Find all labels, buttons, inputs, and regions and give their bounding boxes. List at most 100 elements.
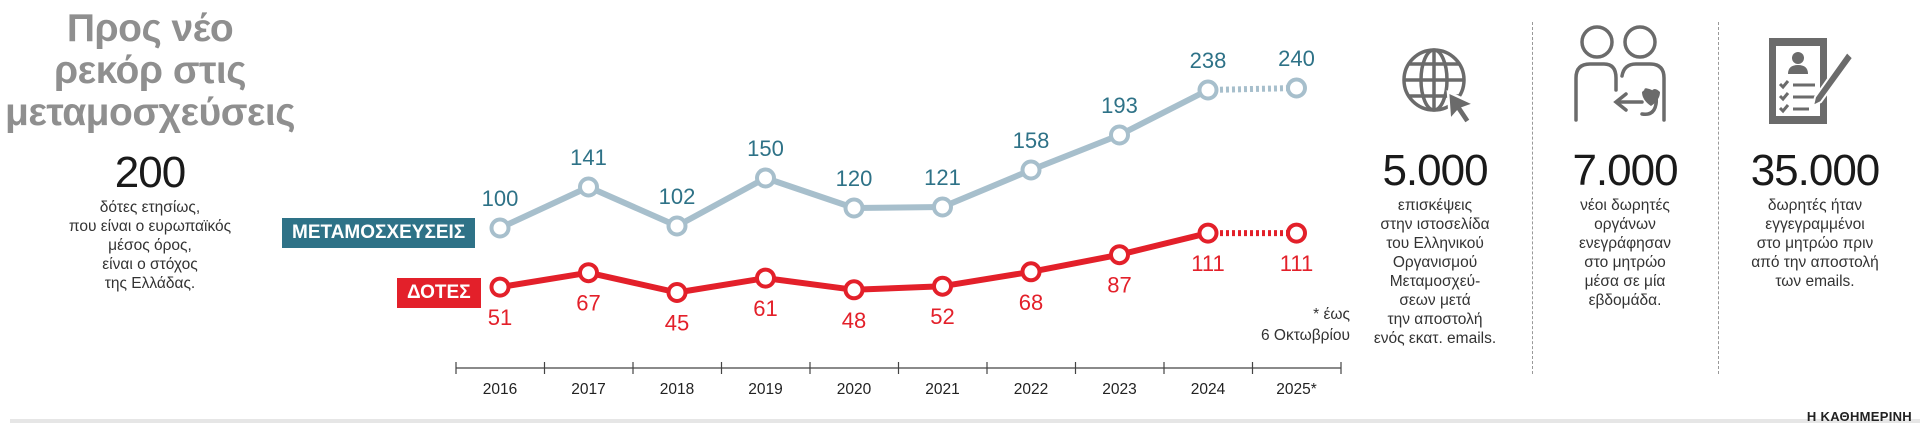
donors-data-point: [843, 279, 865, 301]
transplants-data-label: 193: [1101, 93, 1138, 118]
donors-data-point: [1109, 244, 1130, 266]
donors-data-point: [932, 275, 953, 297]
transplants-data-point: [1109, 124, 1130, 146]
x-tick-label: 2020: [837, 381, 872, 398]
donors-data-label: 45: [665, 311, 689, 336]
x-tick-label: 2022: [1014, 381, 1048, 398]
stat-value: 5.000: [1382, 146, 1488, 195]
donors-data-label: 68: [1019, 290, 1043, 315]
transplants-data-point: [932, 196, 953, 218]
transplants-data-label: 141: [570, 145, 607, 170]
transplants-data-point: [666, 215, 688, 237]
x-tick-label: 2016: [483, 381, 517, 398]
text-line: οργάνων: [1594, 216, 1656, 233]
separator: [1718, 22, 1719, 374]
source-credit: Η ΚΑΘΗΜΕΡΙΝΗ: [1806, 409, 1912, 424]
donor-people-icon: [1574, 25, 1666, 122]
transplants-data-point: [1286, 77, 1307, 99]
x-tick-label: 2017: [571, 381, 605, 398]
transplants-data-point: [489, 217, 511, 239]
text-line: δότες ετησίως,: [99, 199, 201, 216]
donors-data-point: [666, 282, 688, 303]
series-label-donors: ΔΟΤΕΣ: [397, 278, 481, 308]
text-line: της Ελλάδας.: [104, 275, 196, 292]
donors-data-label: 67: [576, 291, 600, 316]
x-tick-label: 2024: [1191, 381, 1226, 398]
donors-data-label: 87: [1107, 273, 1131, 298]
text-line: στην ιστοσελίδα: [1380, 216, 1490, 233]
donors-data-label: 111: [1280, 251, 1313, 276]
globe-cursor-icon: [1402, 48, 1478, 126]
text-line: ενός εκατ. emails.: [1373, 330, 1497, 347]
note-line: * έως: [1313, 306, 1350, 323]
transplants-data-label: 158: [1013, 128, 1050, 153]
left-stat-text: δότες ετησίως, που είναι ο ευρωπαϊκός μέ…: [40, 198, 260, 293]
text-line: των emails.: [1775, 273, 1855, 290]
donors-data-label: 51: [488, 305, 512, 330]
donors-data-point: [489, 276, 511, 298]
text-line: την αποστολή: [1387, 311, 1483, 328]
text-line: Οργανισμού: [1392, 254, 1478, 271]
x-tick-label: 2018: [660, 381, 694, 398]
donors-data-point: [1197, 222, 1219, 244]
note-line: 6 Οκτωβρίου: [1260, 327, 1350, 344]
transplants-data-point: [1020, 159, 1042, 181]
text-line: είναι ο στόχος: [102, 256, 198, 273]
donors-data-point: [578, 262, 599, 284]
text-line: του Ελληνικού: [1386, 235, 1484, 252]
transplants-data-point: [578, 176, 599, 198]
donors-data-point: [1286, 222, 1307, 244]
title-line: Προς νέο: [66, 7, 234, 50]
transplants-data-point: [843, 197, 865, 219]
left-stat-value: 200: [114, 148, 186, 197]
donors-data-label: 52: [930, 304, 954, 329]
transplants-data-point: [1197, 79, 1219, 101]
stat-text: νέοι δωρητές οργάνων ενεγράφησαν στο μητ…: [1545, 196, 1705, 310]
text-line: που είναι ο ευρωπαϊκός: [68, 218, 232, 235]
text-line: στο μητρώο: [1584, 254, 1666, 271]
stat-value: 35.000: [1750, 146, 1881, 195]
transplants-data-label: 238: [1190, 48, 1227, 73]
stat-value: 7.000: [1572, 146, 1678, 195]
text-line: εγγεγραμμένοι: [1765, 216, 1865, 233]
title-line: ρεκόρ στις: [53, 49, 247, 92]
text-line: Μεταμοσχεύ-: [1389, 273, 1481, 290]
text-line: μέσα σε μία: [1584, 273, 1666, 290]
bottom-rule: [10, 419, 1920, 423]
text-line: δωρητές ήταν: [1767, 197, 1863, 214]
text-line: επισκέψεις: [1397, 197, 1473, 214]
separator: [1532, 22, 1533, 374]
text-line: ενεγράφησαν: [1578, 235, 1672, 252]
transplants-data-label: 121: [924, 165, 961, 190]
x-tick-label: 2021: [925, 381, 959, 398]
text-line: νέοι δωρητές: [1580, 197, 1670, 214]
transplants-data-label: 100: [482, 186, 519, 211]
donors-data-label: 48: [842, 308, 866, 333]
x-tick-label: 2023: [1102, 381, 1136, 398]
transplants-data-label: 120: [836, 166, 873, 191]
stat-text: επισκέψεις στην ιστοσελίδα του Ελληνικού…: [1345, 196, 1525, 348]
stat-text: δωρητές ήταν εγγεγραμμένοι στο μητρώο πρ…: [1730, 196, 1900, 291]
page-title: Προς νέο ρεκόρ στις μεταμοσχεύσεις: [0, 8, 300, 134]
donors-data-point: [1020, 261, 1042, 283]
donors-data-point: [755, 267, 776, 289]
transplants-data-point: [755, 167, 776, 189]
transplants-projected-line: [1207, 85, 1297, 93]
donors-data-label: 61: [753, 296, 777, 321]
transplants-data-label: 102: [659, 184, 696, 209]
x-tick-label: 2019: [748, 381, 782, 398]
series-label-transplants: ΜΕΤΑΜΟΣΧΕΥΣΕΙΣ: [282, 218, 476, 248]
text-line: σεων μετά: [1399, 292, 1471, 309]
donors-data-label: 111: [1191, 251, 1224, 276]
transplants-data-label: 150: [747, 136, 784, 161]
title-line: μεταμοσχεύσεις: [5, 91, 296, 134]
text-line: μέσος όρος,: [108, 237, 192, 254]
registry-clipboard-icon: [1769, 38, 1855, 124]
text-line: από την αποστολή: [1751, 254, 1879, 271]
footnote: * έως 6 Οκτωβρίου: [1240, 304, 1350, 346]
text-line: στο μητρώο πριν: [1756, 235, 1874, 252]
text-line: εβδομάδα.: [1588, 292, 1662, 309]
transplants-data-label: 240: [1278, 46, 1315, 71]
x-tick-label: 2025*: [1276, 381, 1317, 398]
